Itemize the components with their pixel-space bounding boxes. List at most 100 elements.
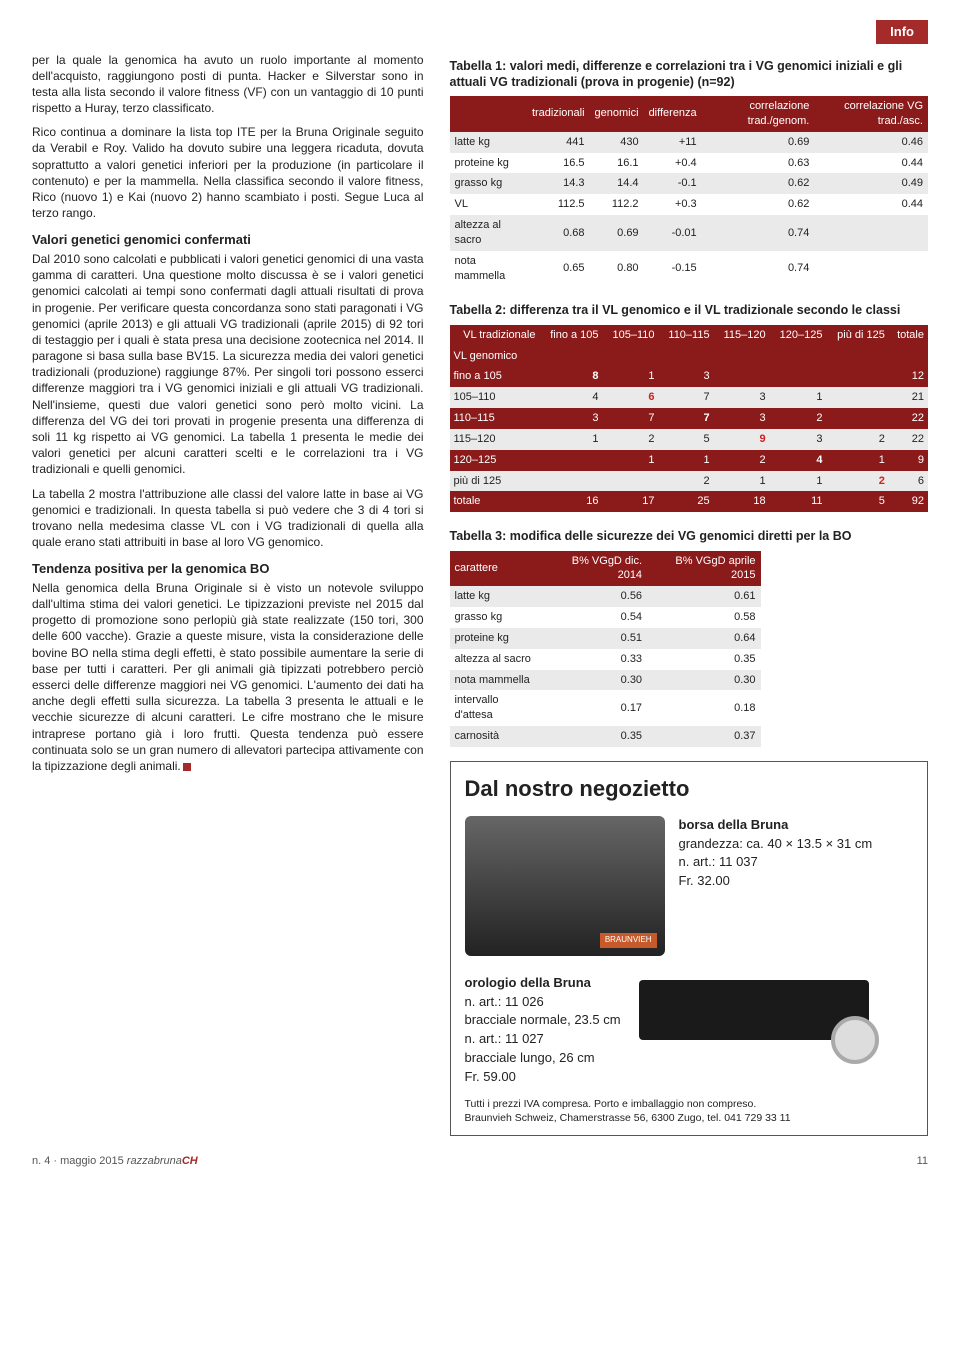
col-header	[450, 96, 527, 132]
cell: 0.63	[702, 153, 815, 174]
cell: 1	[770, 387, 827, 408]
para: per la quale la genomica ha avuto un ruo…	[32, 52, 424, 117]
cell: 0.74	[702, 251, 815, 287]
page-footer: n. 4 · maggio 2015 razzabrunaCH 11	[32, 1154, 928, 1169]
table-row: totale1617251811592	[450, 491, 929, 512]
table1-title: Tabella 1: valori medi, differenze e cor…	[450, 58, 929, 91]
table-row: nota mammella0.650.80-0.150.74	[450, 251, 929, 287]
para: La tabella 2 mostra l'attribuzione alle …	[32, 486, 424, 551]
col-header: fino a 105	[539, 325, 602, 346]
cell	[539, 471, 602, 492]
cell: 16.1	[590, 153, 644, 174]
product-price: Fr. 32.00	[679, 873, 730, 888]
cell: altezza al sacro	[450, 215, 527, 251]
table1: tradizionaligenomicidifferenzacorrelazio…	[450, 96, 929, 286]
section-heading: Tendenza positiva per la genomica BO	[32, 560, 424, 578]
bag-image	[465, 816, 665, 956]
cell: 1	[770, 471, 827, 492]
cell: intervallo d'attesa	[450, 690, 543, 726]
cell: 6	[603, 387, 659, 408]
col-header: carattere	[450, 551, 543, 587]
cell: 3	[714, 387, 770, 408]
right-column: Tabella 1: valori medi, differenze e cor…	[450, 52, 929, 1137]
cell: 0.74	[702, 215, 815, 251]
shop-title: Dal nostro negozietto	[465, 774, 914, 804]
cell: VL	[450, 194, 527, 215]
cell: 2	[826, 471, 888, 492]
cell: 22	[889, 408, 928, 429]
cell: 0.69	[590, 215, 644, 251]
cell: nota mammella	[450, 251, 527, 287]
cell: latte kg	[450, 132, 527, 153]
cell: 1	[659, 450, 714, 471]
cell: grasso kg	[450, 607, 543, 628]
product-art: n. art.: 11 027	[465, 1031, 544, 1046]
cell: 0.17	[543, 690, 647, 726]
cell: 112.2	[590, 194, 644, 215]
table-row: carattereB% VGgD dic. 2014B% VGgD aprile…	[450, 551, 761, 587]
shop-footnote: Tutti i prezzi IVA compresa. Porto e imb…	[465, 1097, 914, 1125]
row-label: più di 125	[450, 471, 540, 492]
table2-title: Tabella 2: differenza tra il VL genomico…	[450, 302, 929, 318]
cell: 0.68	[527, 215, 590, 251]
cell: -0.01	[644, 215, 702, 251]
col-header: B% VGgD aprile 2015	[647, 551, 760, 587]
table-row: grasso kg14.314.4-0.10.620.49	[450, 173, 929, 194]
cell: 0.65	[527, 251, 590, 287]
row-label: fino a 105	[450, 366, 540, 387]
para: Dal 2010 sono calcolati e pubblicati i v…	[32, 251, 424, 478]
para: Rico continua a dominare la lista top IT…	[32, 124, 424, 221]
col-header: tradizionali	[527, 96, 590, 132]
cell: proteine kg	[450, 628, 543, 649]
cell: 2	[826, 429, 888, 450]
product-art: n. art.: 11 037	[679, 854, 758, 869]
table-row: 120–125112419	[450, 450, 929, 471]
table-row: carnosità0.350.37	[450, 726, 761, 747]
cell: nota mammella	[450, 670, 543, 691]
cell	[826, 366, 888, 387]
cell: 7	[603, 408, 659, 429]
shop-row: borsa della Bruna grandezza: ca. 40 × 13…	[465, 816, 914, 956]
cell: 9	[889, 450, 928, 471]
end-mark-icon	[183, 763, 191, 771]
issue-label: n. 4 · maggio 2015	[32, 1155, 124, 1167]
cell: 1	[714, 471, 770, 492]
cell: 112.5	[527, 194, 590, 215]
table-row: proteine kg16.516.1+0.40.630.44	[450, 153, 929, 174]
cell: grasso kg	[450, 173, 527, 194]
watch-details: orologio della Bruna n. art.: 11 026 bra…	[465, 974, 621, 1087]
product-price: Fr. 59.00	[465, 1069, 516, 1084]
cell: 1	[603, 450, 659, 471]
cell: 0.30	[647, 670, 760, 691]
product-size: grandezza: ca. 40 × 13.5 × 31 cm	[679, 836, 873, 851]
cell: -0.1	[644, 173, 702, 194]
col-header: 105–110	[603, 325, 659, 346]
table-row: latte kg0.560.61	[450, 586, 761, 607]
product-line: bracciale lungo, 26 cm	[465, 1050, 595, 1065]
cell: 2	[714, 450, 770, 471]
product-name: orologio della Bruna	[465, 975, 591, 990]
page-number: 11	[917, 1154, 928, 1169]
cell	[770, 366, 827, 387]
cell: 7	[659, 408, 714, 429]
cell: 8	[539, 366, 602, 387]
brand: razzabrunaCH	[127, 1155, 198, 1167]
cell: 0.51	[543, 628, 647, 649]
brand-part: razzabruna	[127, 1155, 182, 1167]
cell: 0.44	[814, 194, 928, 215]
col-header: correlazione trad./genom.	[702, 96, 815, 132]
col-header: 120–125	[770, 325, 827, 346]
table-row: tradizionaligenomicidifferenzacorrelazio…	[450, 96, 929, 132]
cell: 3	[539, 408, 602, 429]
cell: 3	[659, 366, 714, 387]
cell: 1	[539, 429, 602, 450]
cell: 0.18	[647, 690, 760, 726]
cell	[603, 471, 659, 492]
table-row: VL tradizionale fino a 105 105–110 110–1…	[450, 325, 929, 346]
row-label: 115–120	[450, 429, 540, 450]
cell: 17	[603, 491, 659, 512]
cell: 0.30	[543, 670, 647, 691]
cell: -0.15	[644, 251, 702, 287]
table-row: VL112.5112.2+0.30.620.44	[450, 194, 929, 215]
row-label: 120–125	[450, 450, 540, 471]
